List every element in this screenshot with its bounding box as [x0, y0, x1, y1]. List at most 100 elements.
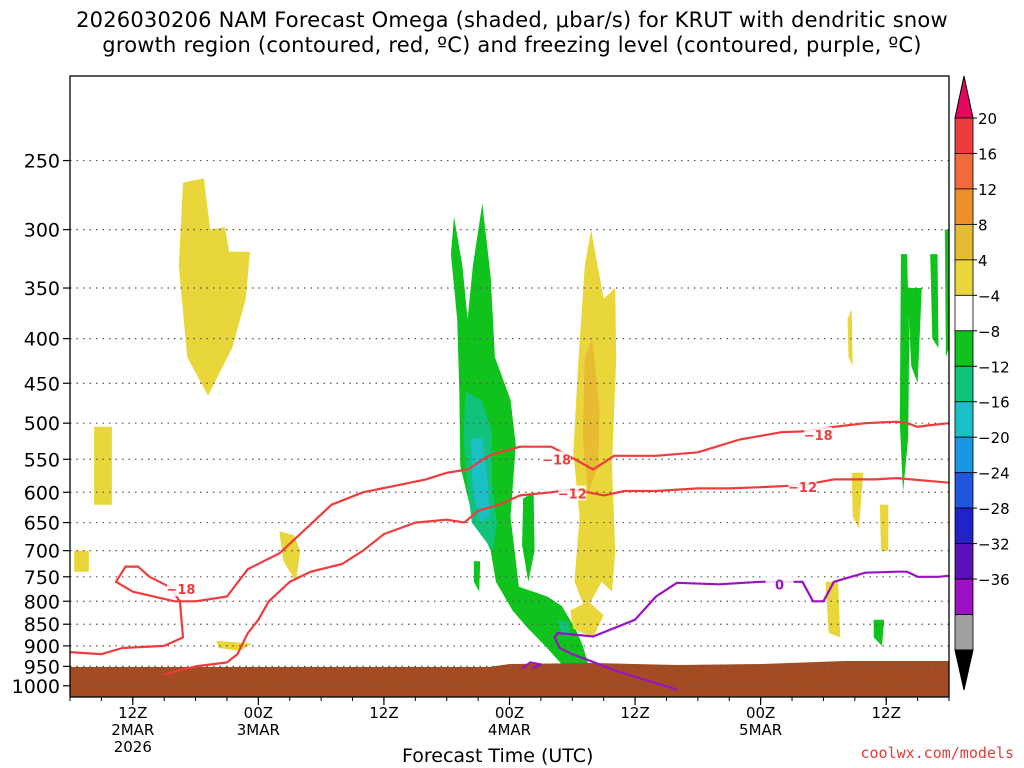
x-tick-label: 00Z — [746, 704, 775, 722]
colorbar-label: −20 — [978, 429, 1010, 447]
omega-region-right-yellow-1 — [847, 309, 853, 366]
y-tick-label: 700 — [24, 541, 60, 563]
y-tick-label: 550 — [24, 449, 60, 471]
colorbar-label: 20 — [978, 110, 997, 128]
colorbar-label: 8 — [978, 216, 988, 234]
y-tick-label: 1000 — [12, 676, 60, 698]
colorbar: 20 16 12 8 4 −4 −8 −12 −16 −20 −24 −28 −32 −36 — [954, 75, 1010, 691]
y-tick-label: 300 — [24, 220, 60, 242]
colorbar-swatch — [954, 543, 974, 580]
contour-label-1: −18 — [542, 453, 571, 468]
omega-region-central-ascent-8 — [582, 338, 600, 493]
y-tick-label: 650 — [24, 513, 60, 535]
omega-region-right-yellow-3 — [879, 504, 889, 551]
omega-region-left-yellow — [94, 426, 112, 505]
omega-region-right-green-2 — [907, 288, 922, 384]
y-tick-label: 350 — [24, 278, 60, 300]
omega-region-right-yellow-2 — [851, 472, 864, 529]
y-tick-label: 450 — [24, 373, 60, 395]
y-tick-label: 950 — [24, 656, 60, 678]
colorbar-bottom-arrow — [954, 649, 974, 691]
omega-region-mid-yellow — [279, 531, 301, 582]
x-tick-label: 2MAR — [111, 721, 154, 739]
omega-region-main-descent — [450, 203, 591, 671]
omega-region-green-streak-small — [473, 561, 481, 592]
colorbar-swatch — [954, 614, 974, 651]
colorbar-label: −36 — [978, 571, 1010, 589]
contour-label-3: −18 — [804, 429, 833, 444]
contour-2 — [553, 570, 949, 662]
x-tick-label: 12Z — [620, 704, 649, 722]
contour-layer: −18 −18 −12 −18 −12 0 — [70, 420, 949, 691]
credit-label: coolwx.com/models — [860, 744, 1014, 762]
x-tick-label: 12Z — [369, 704, 398, 722]
axes-layer: 2503003504004505005506006507007508008509… — [12, 75, 950, 756]
contour-label-5: 0 — [775, 578, 784, 593]
ground-terrain — [70, 661, 949, 697]
x-tick-label: 3MAR — [237, 721, 280, 739]
colorbar-label: 4 — [978, 252, 988, 270]
contour-label-bg-5 — [765, 576, 794, 592]
colorbar-label: −8 — [978, 323, 1000, 341]
contour-label-bg-4 — [788, 479, 817, 495]
colorbar-swatch — [954, 436, 974, 474]
contour-label-bg-3 — [804, 427, 833, 443]
contour-label-bg-1 — [542, 451, 571, 467]
x-tick-label: 4MAR — [488, 721, 531, 739]
chart-title-line-1: 2026030206 NAM Forecast Omega (shaded, μ… — [76, 8, 948, 32]
omega-shading-layer — [74, 178, 949, 671]
chart-title-line-2: growth region (contoured, red, ºC) and f… — [102, 33, 922, 57]
colorbar-swatch — [954, 401, 974, 438]
colorbar-swatch — [954, 117, 974, 154]
colorbar-swatch — [954, 578, 974, 615]
colorbar-label: −12 — [978, 358, 1010, 376]
colorbar-swatch — [954, 188, 974, 225]
colorbar-swatch — [954, 259, 974, 296]
colorbar-swatch — [954, 330, 974, 367]
colorbar-swatch — [954, 294, 974, 332]
x-tick-label: 00Z — [244, 704, 273, 722]
x-tick-label: 00Z — [495, 704, 524, 722]
omega-region-upper-ascent — [178, 178, 250, 396]
x-tick-label: 5MAR — [739, 721, 782, 739]
x-tick-label: 12Z — [118, 704, 147, 722]
colorbar-swatch — [954, 507, 974, 544]
y-tick-label: 750 — [24, 567, 60, 589]
omega-region-right-green-4 — [944, 229, 949, 358]
contour-4 — [588, 659, 678, 691]
colorbar-top-arrow — [954, 75, 974, 119]
omega-region-central-lower — [570, 601, 604, 638]
colorbar-swatch — [954, 153, 974, 190]
contour-label-0: −18 — [166, 583, 195, 598]
omega-region-right-green-5 — [873, 619, 885, 646]
contour-1 — [163, 477, 949, 676]
colorbar-label: −4 — [978, 287, 1000, 305]
x-tick-label: 2026 — [114, 738, 152, 756]
omega-region-left-yellow-low — [74, 550, 89, 572]
omega-region-right-yellow-4 — [825, 581, 841, 638]
colorbar-swatch — [954, 223, 974, 261]
contour-3 — [521, 661, 542, 670]
colorbar-label: −28 — [978, 500, 1010, 518]
y-tick-label: 900 — [24, 636, 60, 658]
y-tick-label: 250 — [24, 151, 60, 173]
colorbar-label: −24 — [978, 465, 1010, 483]
x-tick-label: 12Z — [872, 704, 901, 722]
contour-label-4: −12 — [788, 481, 817, 496]
y-tick-label: 500 — [24, 413, 60, 435]
ground-layer — [70, 661, 949, 697]
contour-label-bg-2 — [558, 485, 587, 501]
y-tick-label: 800 — [24, 591, 60, 613]
colorbar-label: −16 — [978, 394, 1010, 412]
colorbar-swatch — [954, 365, 974, 403]
colorbar-label: −32 — [978, 536, 1010, 554]
colorbar-swatch — [954, 472, 974, 509]
contour-label-2: −12 — [558, 488, 587, 503]
omega-region-green-streak — [522, 492, 535, 582]
omega-region-right-green-1 — [899, 254, 910, 493]
omega-region-right-green-3 — [930, 254, 939, 348]
contour-label-bg-0 — [166, 581, 195, 597]
colorbar-label: 16 — [978, 145, 997, 163]
